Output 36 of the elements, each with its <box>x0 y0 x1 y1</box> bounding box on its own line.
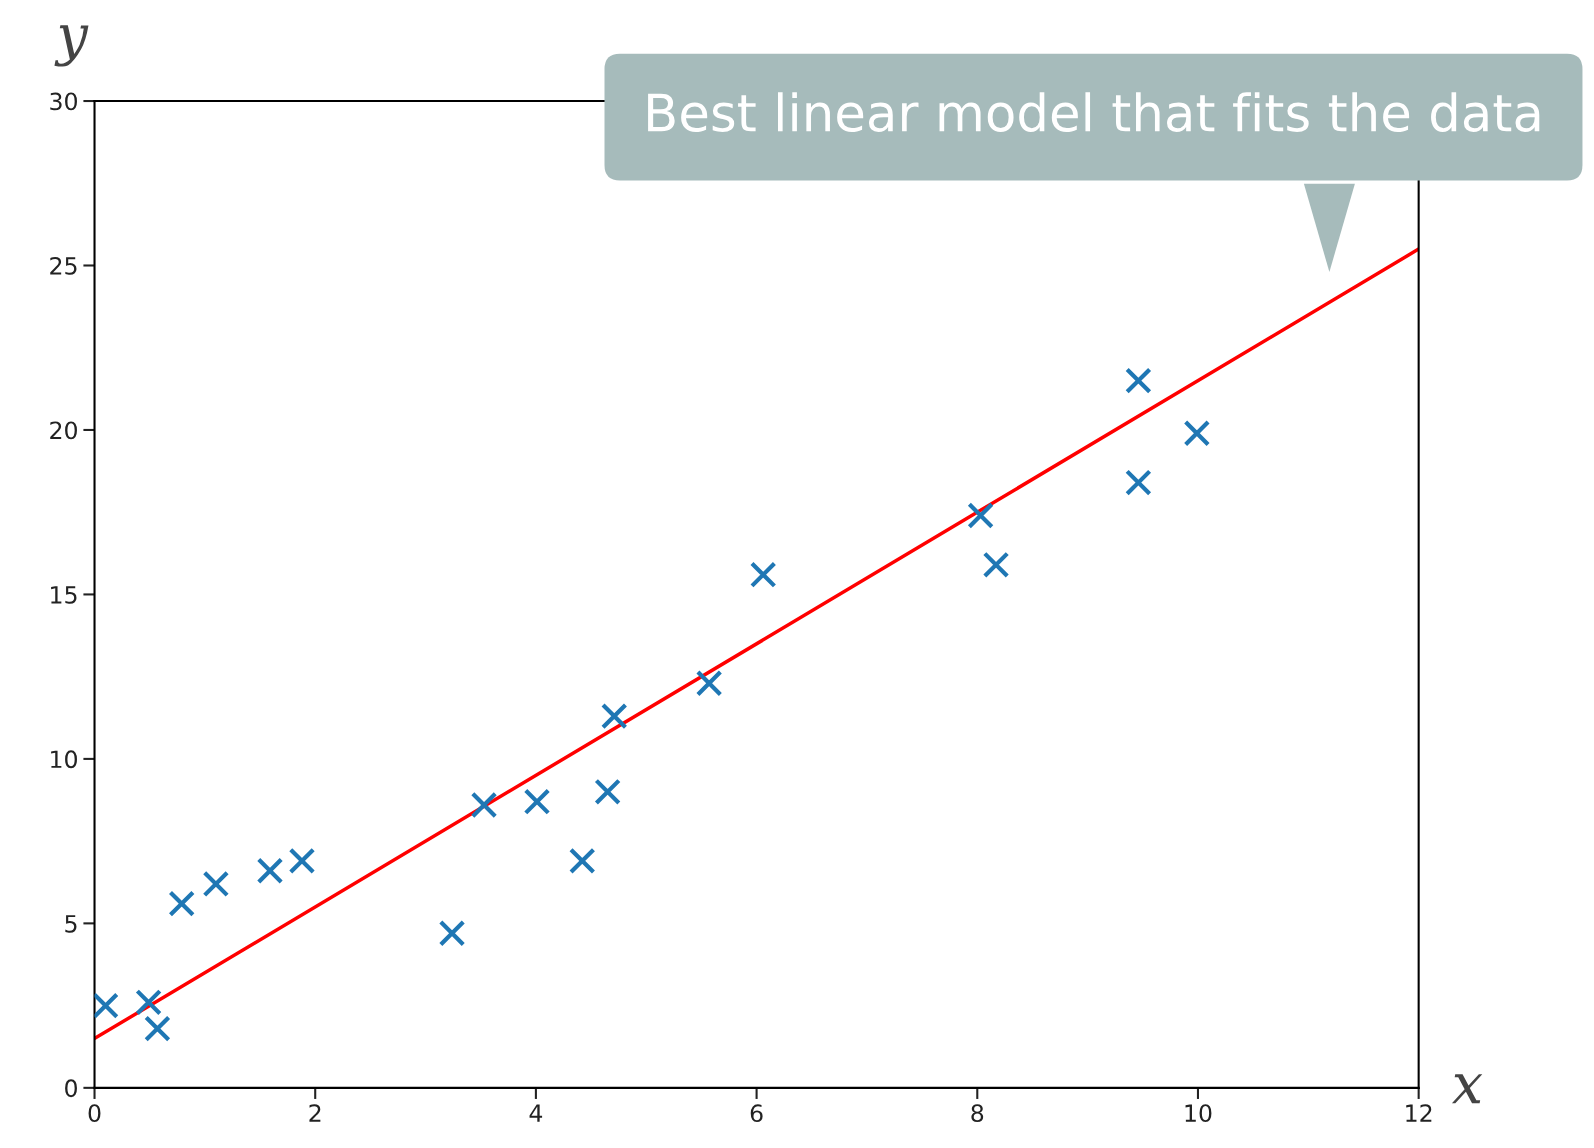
x-tick-label: 8 <box>971 1104 984 1123</box>
point <box>568 847 596 875</box>
point <box>438 919 466 947</box>
point <box>982 551 1010 579</box>
point <box>1125 469 1152 496</box>
x-tick-label: 10 <box>1185 1104 1212 1123</box>
x-tick-label: 0 <box>88 1104 101 1123</box>
point <box>523 788 551 815</box>
y-tick-label: 30 <box>50 92 77 111</box>
point <box>749 561 777 588</box>
point <box>144 1015 171 1042</box>
point <box>1125 367 1152 394</box>
point <box>288 847 316 875</box>
point <box>256 857 284 885</box>
point <box>168 890 195 917</box>
point <box>135 989 162 1016</box>
point <box>1183 419 1211 447</box>
x-tick-label: 6 <box>750 1104 763 1123</box>
point <box>967 502 994 529</box>
point <box>202 870 230 898</box>
point <box>594 778 621 806</box>
y-tick-label: 10 <box>51 750 77 769</box>
y-tick-label: 0 <box>65 1079 77 1098</box>
y-tick-label: 15 <box>51 586 77 604</box>
x-tick-label: 12 <box>1406 1104 1432 1122</box>
point <box>695 669 723 697</box>
point <box>470 791 498 819</box>
annotation: Best linear model that fits the data <box>648 92 1540 133</box>
y-axis-title: y <box>54 25 89 67</box>
y-tick-label: 20 <box>50 421 77 440</box>
x-tick-label: 2 <box>309 1104 321 1122</box>
point <box>600 702 628 730</box>
x-tick-label: 4 <box>529 1104 543 1122</box>
x-axis-title: x <box>1451 1074 1483 1104</box>
y-tick-label: 25 <box>50 256 77 275</box>
y-tick-label: 5 <box>65 915 77 933</box>
